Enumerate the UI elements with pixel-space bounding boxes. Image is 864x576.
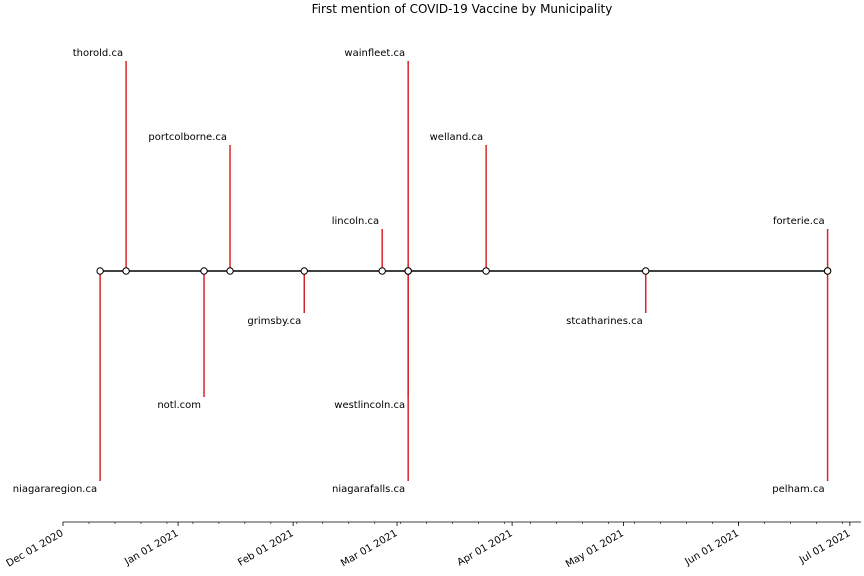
x-tick-label-1: Jan 01 2021 [122, 528, 180, 568]
x-tick-label-5: May 01 2021 [564, 528, 626, 570]
event-label-0: niagararegion.ca [13, 484, 97, 495]
event-label-7: wainfleet.ca [344, 48, 405, 59]
x-tick-label-7: Jul 01 2021 [797, 528, 852, 566]
event-label-3: portcolborne.ca [148, 132, 227, 143]
x-tick-label-3: Mar 01 2021 [339, 528, 399, 569]
event-marker-3 [226, 267, 234, 275]
x-tick-label-6: Jun 01 2021 [683, 528, 741, 568]
x-axis: Dec 01 2020 Jan 01 2021 Feb 01 2021 Mar 01 … [5, 521, 861, 570]
event-marker-4 [300, 267, 308, 275]
event-label-5: lincoln.ca [332, 216, 379, 227]
event-label-1: thorold.ca [73, 48, 123, 59]
event-label-10: stcatharines.ca [566, 316, 643, 327]
event-label-11: forterie.ca [773, 216, 825, 227]
event-label-12: pelham.ca [772, 484, 824, 495]
event-marker-12 [823, 267, 832, 275]
event-label-8: westlincoln.ca [334, 400, 405, 411]
event-marker-10 [642, 267, 650, 275]
event-marker-1 [122, 267, 130, 275]
labels-layer: niagararegion.ca thorold.ca notl.com portco… [13, 48, 825, 495]
event-marker-0 [96, 267, 104, 275]
event-marker-8 [404, 267, 412, 275]
event-marker-9 [482, 267, 490, 275]
event-label-2: notl.com [157, 400, 201, 411]
event-label-4: grimsby.ca [247, 316, 301, 327]
event-marker-2 [200, 267, 208, 275]
event-marker-5 [378, 267, 386, 275]
chart-title: First mention of COVID-19 Vaccine by Mun… [312, 2, 613, 16]
x-tick-label-0: Dec 01 2020 [5, 528, 66, 569]
x-tick-label-2: Feb 01 2021 [236, 528, 295, 569]
markers-layer [96, 267, 832, 275]
event-label-9: welland.ca [430, 132, 484, 143]
event-label-6: niagarafalls.ca [332, 484, 405, 495]
stems-layer [99, 61, 829, 481]
x-tick-label-4: Apr 01 2021 [456, 528, 515, 568]
